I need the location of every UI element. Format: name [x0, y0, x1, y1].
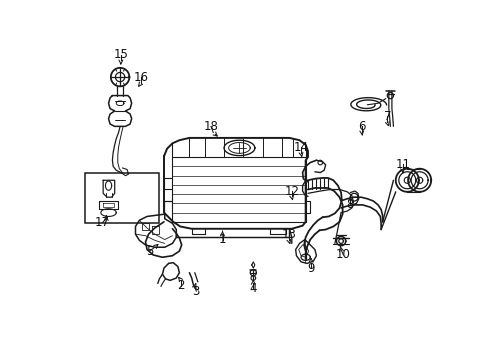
Text: 1: 1 [218, 233, 226, 246]
Text: 17: 17 [95, 216, 110, 229]
Text: 5: 5 [145, 244, 153, 258]
Text: 12: 12 [284, 185, 299, 198]
Text: 6: 6 [357, 120, 365, 133]
Text: 13: 13 [281, 228, 296, 240]
Text: 11: 11 [394, 158, 409, 171]
Text: 15: 15 [113, 48, 128, 61]
Text: 14: 14 [293, 141, 308, 154]
Text: 10: 10 [335, 248, 350, 261]
Text: 7: 7 [383, 110, 390, 123]
Text: 9: 9 [306, 261, 314, 275]
Text: 3: 3 [192, 285, 200, 298]
Text: 8: 8 [346, 198, 353, 211]
Text: 18: 18 [203, 120, 218, 133]
Text: 4: 4 [249, 282, 257, 294]
Bar [85, 172, 158, 222]
Text: 2: 2 [177, 279, 184, 292]
Text: 16: 16 [133, 71, 148, 84]
